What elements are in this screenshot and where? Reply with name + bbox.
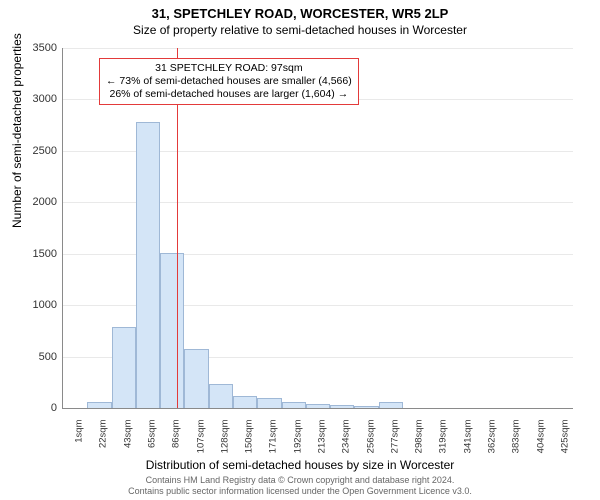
gridline xyxy=(63,48,573,49)
x-tick-label: 171sqm xyxy=(268,420,279,454)
histogram-bar xyxy=(257,398,281,408)
x-tick-label: 425sqm xyxy=(559,420,570,454)
histogram-bar xyxy=(282,402,306,408)
y-tick-label: 500 xyxy=(23,351,57,363)
histogram-bar xyxy=(184,349,208,408)
x-tick-label: 86sqm xyxy=(171,420,182,449)
histogram-bar xyxy=(354,406,378,408)
x-tick-label: 43sqm xyxy=(122,420,133,449)
x-tick-label: 213sqm xyxy=(317,420,328,454)
y-axis-label: Number of semi-detached properties xyxy=(10,33,24,228)
annotation-box: 31 SPETCHLEY ROAD: 97sqm← 73% of semi-de… xyxy=(99,58,359,105)
x-tick-label: 319sqm xyxy=(438,420,449,454)
histogram-bar xyxy=(379,402,403,408)
histogram-bar xyxy=(330,405,354,408)
x-tick-label: 150sqm xyxy=(244,420,255,454)
x-tick-label: 22sqm xyxy=(98,420,109,449)
histogram-bar xyxy=(87,402,111,408)
y-tick-label: 2500 xyxy=(23,145,57,157)
footer-line2: Contains public sector information licen… xyxy=(0,486,600,496)
title-line1: 31, SPETCHLEY ROAD, WORCESTER, WR5 2LP xyxy=(0,6,600,23)
x-axis-label: Distribution of semi-detached houses by … xyxy=(0,458,600,472)
x-tick-label: 404sqm xyxy=(535,420,546,454)
y-tick-label: 0 xyxy=(23,402,57,414)
x-tick-label: 341sqm xyxy=(462,420,473,454)
y-tick-label: 1000 xyxy=(23,299,57,311)
x-tick-label: 192sqm xyxy=(292,420,303,454)
x-tick-label: 107sqm xyxy=(195,420,206,454)
x-tick-label: 234sqm xyxy=(341,420,352,454)
x-tick-label: 277sqm xyxy=(389,420,400,454)
x-tick-label: 256sqm xyxy=(365,420,376,454)
y-tick-label: 1500 xyxy=(23,248,57,260)
y-tick-label: 3500 xyxy=(23,42,57,54)
attribution-footer: Contains HM Land Registry data © Crown c… xyxy=(0,475,600,496)
annotation-line1: 31 SPETCHLEY ROAD: 97sqm xyxy=(106,62,352,75)
histogram-bar xyxy=(160,253,184,408)
figure-container: 31, SPETCHLEY ROAD, WORCESTER, WR5 2LP S… xyxy=(0,0,600,500)
x-tick-label: 128sqm xyxy=(219,420,230,454)
histogram-bar xyxy=(112,327,136,408)
histogram-bar xyxy=(233,396,257,408)
x-tick-label: 383sqm xyxy=(511,420,522,454)
histogram-bar xyxy=(209,384,233,408)
x-tick-label: 298sqm xyxy=(414,420,425,454)
title-block: 31, SPETCHLEY ROAD, WORCESTER, WR5 2LP S… xyxy=(0,0,600,38)
y-tick-label: 3000 xyxy=(23,93,57,105)
x-tick-label: 65sqm xyxy=(147,420,158,449)
y-tick-label: 2000 xyxy=(23,196,57,208)
annotation-line2: ← 73% of semi-detached houses are smalle… xyxy=(106,75,352,88)
histogram-bar xyxy=(306,404,330,408)
x-tick-label: 362sqm xyxy=(487,420,498,454)
footer-line1: Contains HM Land Registry data © Crown c… xyxy=(0,475,600,485)
annotation-line3: 26% of semi-detached houses are larger (… xyxy=(106,88,352,101)
x-tick-label: 1sqm xyxy=(74,420,85,443)
histogram-bar xyxy=(136,122,160,408)
title-line2: Size of property relative to semi-detach… xyxy=(0,23,600,39)
chart-plot-area: 05001000150020002500300035001sqm22sqm43s… xyxy=(62,48,573,409)
